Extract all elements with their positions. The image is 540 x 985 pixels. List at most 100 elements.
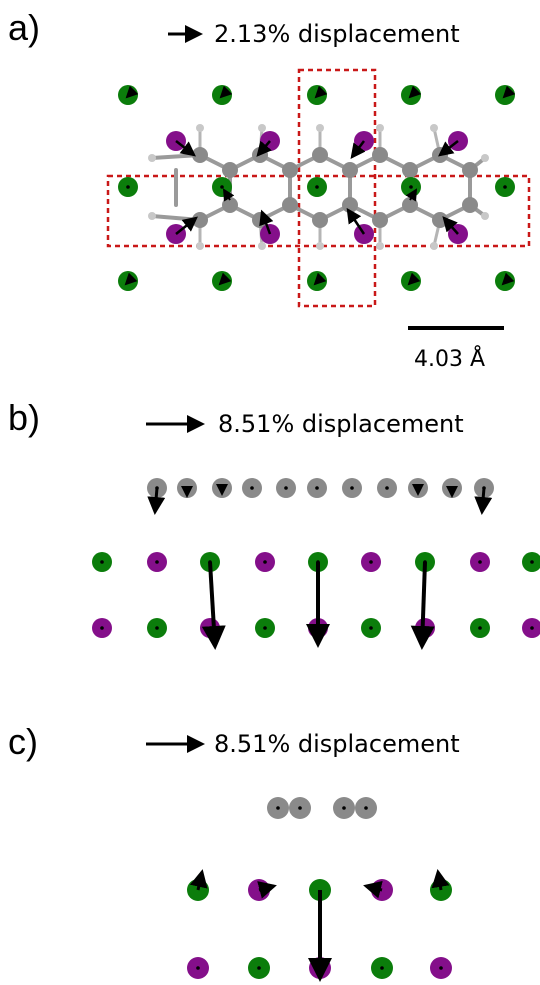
hydrogen-atom: [376, 242, 384, 250]
atom-center-dot: [478, 560, 482, 564]
displacement-arrow: [219, 85, 233, 99]
atom-center-dot: [385, 486, 389, 490]
atom-center-dot: [478, 626, 482, 630]
atom-center-dot: [196, 966, 200, 970]
displacement-arrow: [175, 140, 196, 157]
displacement-arrow: [408, 85, 422, 99]
displacement-arrow: [201, 561, 226, 650]
legend-b: 8.51% displacement: [146, 410, 464, 438]
carbon-atom: [342, 197, 358, 213]
atom-center-dot: [530, 626, 534, 630]
carbon-atom: [282, 197, 298, 213]
displacement-arrow: [474, 487, 493, 515]
displacement-arrow: [256, 140, 272, 157]
atom-center-dot: [315, 185, 319, 189]
displacement-arrow: [346, 207, 366, 235]
atom-center-dot: [364, 806, 368, 810]
panel-label-c: c): [8, 721, 38, 762]
hydrogen-atom: [376, 124, 384, 132]
atom-center-dot: [263, 560, 267, 564]
carbon-atom: [192, 147, 208, 163]
panel-label-b: b): [8, 397, 40, 438]
atom-center-dot: [155, 626, 159, 630]
hydrogen-atom: [148, 212, 156, 220]
atom-center-dot: [439, 966, 443, 970]
atom-center-dot: [100, 560, 104, 564]
displacement-arrow: [218, 272, 232, 286]
atom-center-dot: [155, 560, 159, 564]
displacement-arrow: [125, 85, 139, 99]
legend-a: 2.13% displacement: [168, 20, 460, 48]
hydrogen-atom: [258, 124, 266, 132]
displacement-arrow: [407, 272, 421, 286]
atom-center-dot: [369, 560, 373, 564]
hydrogen-atom: [196, 242, 204, 250]
carbon-atom: [222, 162, 238, 178]
scale-bar-label: 4.03 Å: [414, 345, 485, 372]
atom-center-dot: [100, 626, 104, 630]
hydrogen-atom: [481, 154, 489, 162]
hydrogen-atom: [316, 242, 324, 250]
legend-b-text: 8.51% displacement: [218, 410, 464, 438]
displacement-arrow: [313, 272, 327, 286]
hydrogen-atom: [430, 242, 438, 250]
carbon-atom: [312, 147, 328, 163]
displacement-arrow: [257, 881, 277, 899]
atom-center-dot: [342, 806, 346, 810]
legend-c: 8.51% displacement: [146, 730, 460, 758]
panel-a-structure: [106, 68, 531, 308]
highlight-box-vertical: [297, 68, 377, 308]
carbon-atom: [372, 212, 388, 228]
atom-center-dot: [276, 806, 280, 810]
displacement-arrow: [175, 216, 198, 235]
displacement-arrow: [222, 188, 235, 202]
atom-center-dot: [380, 966, 384, 970]
hydrogen-atom: [316, 124, 324, 132]
carbon-atom: [462, 197, 478, 213]
carbon-atom: [342, 162, 358, 178]
displacement-arrow: [147, 487, 166, 515]
hydrogen-atom: [430, 124, 438, 132]
atom-center-dot: [263, 626, 267, 630]
highlight-box-horizontal: [106, 174, 531, 248]
carbon-atom: [462, 162, 478, 178]
panel-c-structure: [187, 797, 452, 982]
panel-label-a: a): [8, 7, 40, 48]
displacement-arrow: [189, 869, 208, 891]
atom-center-dot: [315, 486, 319, 490]
hydrogen-atom: [148, 154, 156, 162]
displacement-arrow: [314, 85, 328, 99]
atom-center-dot: [369, 626, 373, 630]
displacement-arrow: [431, 869, 450, 891]
atom-center-dot: [208, 626, 212, 630]
atom-center-dot: [298, 806, 302, 810]
displacement-arrow: [350, 140, 366, 159]
panel-b-structure: [92, 478, 540, 650]
displacement-arrow: [501, 272, 515, 286]
displacement-arrow: [124, 272, 138, 286]
atom-center-dot: [220, 185, 224, 189]
atom-center-dot: [530, 560, 534, 564]
displacement-arrow: [405, 188, 418, 202]
displacement-arrow: [438, 140, 459, 157]
displacement-arrow: [259, 209, 274, 235]
atom-center-dot: [284, 486, 288, 490]
hydrogen-atom: [481, 212, 489, 220]
carbon-atom: [372, 147, 388, 163]
scale-bar: 4.03 Å: [408, 326, 504, 372]
atom-center-dot: [250, 486, 254, 490]
displacement-arrow: [363, 880, 383, 899]
displacement-arrow: [410, 561, 435, 650]
carbon-atom: [402, 162, 418, 178]
atom-center-dot: [257, 966, 261, 970]
atom-center-dot: [126, 185, 130, 189]
carbon-atom: [282, 162, 298, 178]
atom-center-dot: [350, 486, 354, 490]
displacement-arrow: [442, 216, 459, 235]
carbon-atom: [312, 212, 328, 228]
hydrogen-atom: [196, 124, 204, 132]
legend-a-text: 2.13% displacement: [214, 20, 460, 48]
legend-c-text: 8.51% displacement: [214, 730, 460, 758]
atom-center-dot: [409, 185, 413, 189]
